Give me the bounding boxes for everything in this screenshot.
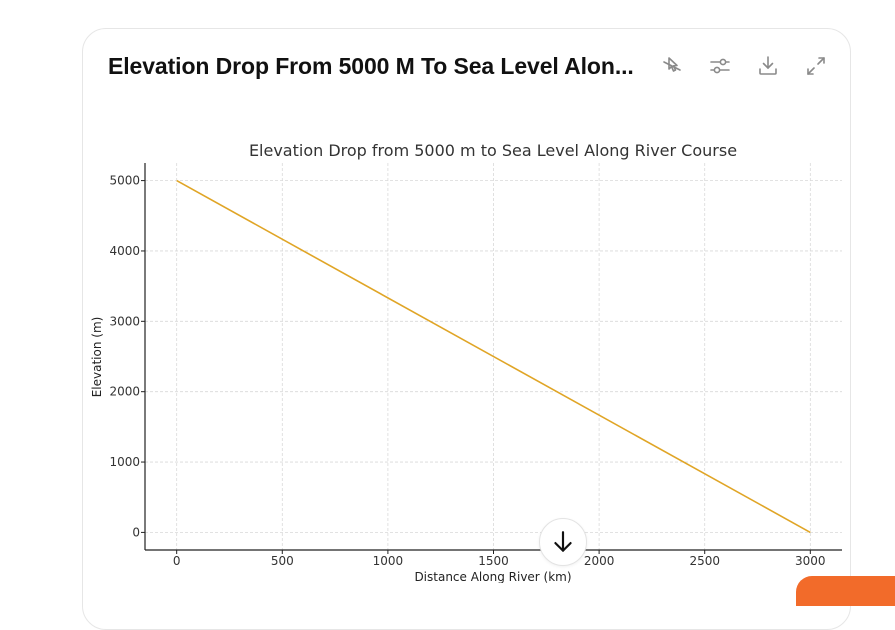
y-tick-label: 5000 [109, 174, 140, 188]
expand-icon [807, 57, 825, 75]
y-tick-label: 0 [132, 525, 140, 539]
download-icon [759, 56, 777, 75]
x-tick-label: 2500 [689, 554, 720, 568]
x-tick-label: 2000 [584, 554, 615, 568]
y-axis-label: Elevation (m) [90, 317, 104, 398]
y-tick-label: 3000 [109, 314, 140, 328]
y-ticks: 0 1000 2000 3000 4000 5000 [109, 174, 145, 539]
x-tick-label: 1500 [478, 554, 509, 568]
x-ticks: 0 500 1000 1500 2000 2500 3000 [173, 550, 826, 568]
chart-toolbar [648, 51, 840, 81]
chart-card: Elevation Drop From 5000 M To Sea Level … [82, 28, 851, 630]
sliders-icon [710, 58, 730, 74]
download-button[interactable] [744, 51, 792, 81]
chart-settings-button[interactable] [696, 51, 744, 81]
x-tick-label: 1000 [373, 554, 404, 568]
y-tick-label: 1000 [109, 455, 140, 469]
hide-interactivity-button[interactable] [648, 51, 696, 81]
chart-title: Elevation Drop from 5000 m to Sea Level … [249, 141, 737, 160]
floating-action-edge[interactable] [796, 576, 895, 606]
x-tick-label: 0 [173, 554, 181, 568]
y-tick-label: 4000 [109, 244, 140, 258]
series-line-elevation [176, 179, 811, 534]
scroll-down-button[interactable] [539, 518, 587, 566]
x-axis-label: Distance Along River (km) [414, 570, 571, 583]
grid [145, 163, 842, 550]
x-tick-label: 500 [271, 554, 294, 568]
cursor-off-icon [663, 57, 681, 72]
x-tick-label: 3000 [795, 554, 826, 568]
expand-button[interactable] [792, 51, 840, 81]
series-layer [176, 179, 811, 534]
line-chart: Elevation Drop from 5000 m to Sea Level … [90, 141, 842, 583]
y-tick-label: 2000 [109, 385, 140, 399]
card-title: Elevation Drop From 5000 M To Sea Level … [108, 53, 634, 79]
arrow-down-icon [554, 531, 572, 552]
